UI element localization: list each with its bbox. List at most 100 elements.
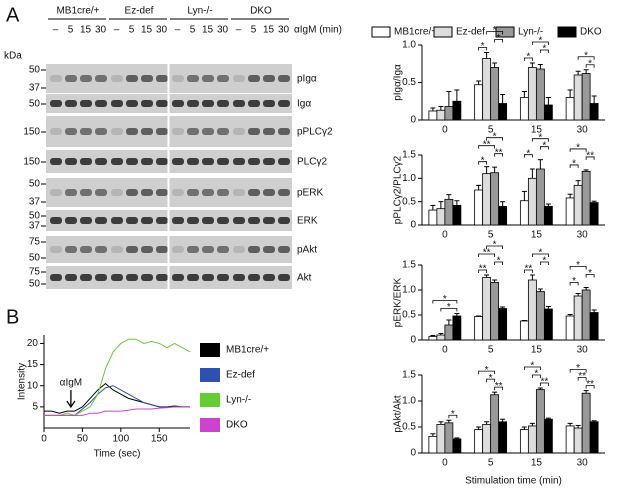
x-tick-label: 15: [531, 125, 543, 136]
time-label: 15: [263, 25, 275, 36]
bar: [474, 189, 484, 226]
band: [95, 75, 107, 82]
band: [248, 246, 260, 253]
band: [187, 158, 199, 165]
band: [50, 246, 62, 253]
significance-bracket: [569, 369, 587, 373]
x-tick-label: 150: [151, 434, 168, 445]
significance-bracket: [569, 266, 587, 270]
legend-swatch: [200, 368, 220, 382]
significance-label: **: [495, 147, 503, 158]
legend-swatch: [557, 26, 577, 38]
significance-bracket: [539, 49, 549, 53]
time-label: 15: [80, 25, 92, 36]
bar: [444, 422, 454, 454]
x-tick-label: 100: [112, 434, 129, 445]
band: [65, 189, 77, 196]
significance-label: *: [576, 363, 580, 374]
x-tick-label: 0: [442, 125, 448, 136]
significance-label: **: [540, 377, 548, 388]
band: [126, 217, 138, 224]
band: [50, 100, 62, 107]
significance-bracket: [478, 370, 496, 375]
band: [95, 274, 107, 281]
legend-label: Ez-def: [226, 370, 255, 381]
band: [263, 246, 275, 253]
significance-label: **: [495, 381, 503, 392]
significance-label: *: [530, 361, 534, 372]
band: [95, 100, 107, 107]
bar: [490, 394, 500, 454]
band: [233, 217, 245, 224]
band: [111, 128, 123, 135]
band: [202, 75, 214, 82]
row-label: pPLCγ2: [297, 127, 333, 138]
significance-bracket: [577, 56, 595, 60]
bar: [565, 425, 575, 454]
y-tick-label: 5: [32, 402, 38, 413]
y-tick-label: 0: [410, 335, 416, 346]
y-axis-label: pAkt/Akt: [393, 395, 404, 432]
bar: [581, 392, 591, 454]
band: [233, 128, 245, 135]
significance-bracket: [523, 366, 541, 370]
time-label: 30: [217, 25, 229, 36]
band: [202, 246, 214, 253]
x-tick-label: 50: [77, 434, 89, 445]
significance-bracket: [494, 39, 504, 43]
bar: [589, 103, 599, 121]
band: [172, 246, 184, 253]
band: [156, 189, 168, 196]
significance-label: *: [481, 41, 485, 52]
bar: [543, 308, 553, 341]
band: [126, 128, 138, 135]
band: [156, 75, 168, 82]
row-label: Akt: [297, 273, 312, 284]
kda-marker: 37: [29, 221, 41, 232]
bar: [428, 435, 438, 454]
significance-bracket: [448, 414, 458, 419]
x-tick-label: 0: [442, 345, 448, 356]
y-axis-label: pIgα/Igα: [393, 64, 404, 101]
x-tick-label: 15: [531, 230, 543, 241]
bar: [581, 170, 591, 226]
significance-label: *: [538, 36, 542, 47]
row-label: pIgα: [297, 74, 317, 85]
kda-marker: 150: [23, 127, 40, 138]
band: [217, 128, 229, 135]
band: [202, 158, 214, 165]
bar: [490, 172, 500, 226]
x-tick-label: 0: [442, 458, 448, 469]
significance-bracket: [486, 31, 504, 35]
significance-label: *: [443, 294, 447, 305]
significance-bracket: [494, 153, 504, 157]
y-axis-label: Intensity: [17, 363, 28, 400]
significance-bracket: [539, 146, 549, 150]
band: [217, 274, 229, 281]
significance-bracket: [585, 156, 595, 160]
band: [172, 128, 184, 135]
bar: [490, 282, 500, 341]
bar: [452, 438, 462, 454]
band: [263, 75, 275, 82]
bar: [519, 200, 529, 226]
bar: [498, 103, 508, 121]
band: [50, 158, 62, 165]
significance-label: *: [534, 369, 538, 380]
bar: [581, 289, 591, 341]
significance-bracket: [494, 386, 504, 391]
bar: [519, 429, 529, 454]
bar: [573, 74, 583, 121]
x-tick-label: 30: [577, 345, 589, 356]
significance-label: *: [526, 148, 530, 159]
band: [233, 100, 245, 107]
bar: [527, 279, 537, 341]
band: [172, 217, 184, 224]
band: [217, 75, 229, 82]
legend-label: Lyn-/-: [226, 395, 251, 406]
legend-label: DKO: [226, 420, 248, 431]
band: [111, 274, 123, 281]
annotation-arrow: [66, 390, 76, 409]
band: [126, 75, 138, 82]
line: [44, 338, 191, 416]
